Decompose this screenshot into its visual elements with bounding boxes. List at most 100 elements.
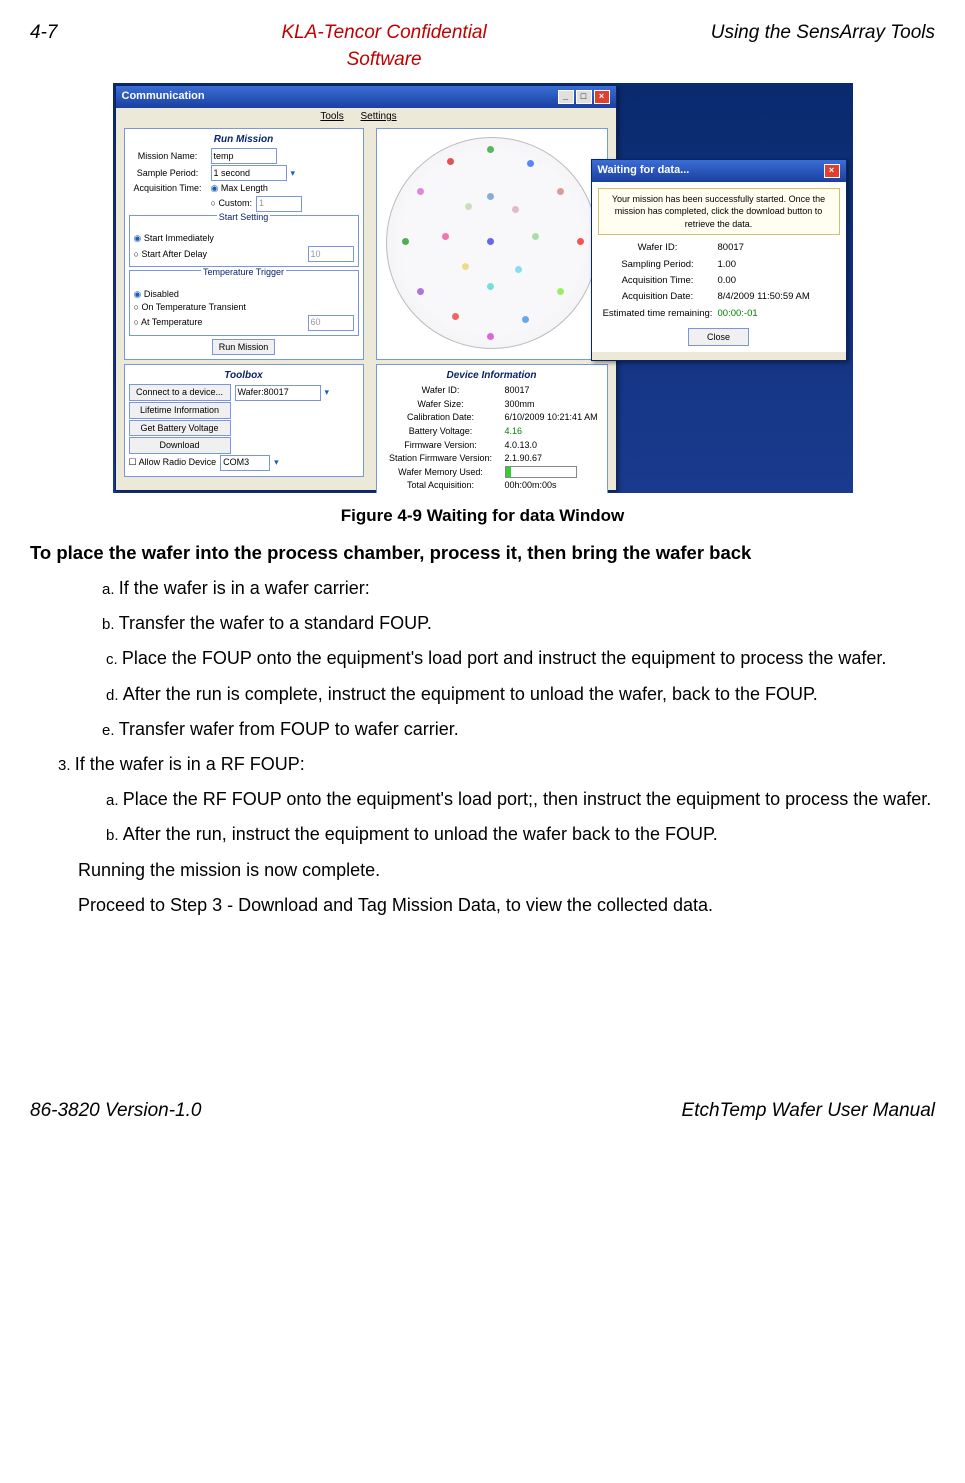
step-d: d. After the run is complete, instruct t… [130, 682, 935, 707]
section-heading: To place the wafer into the process cham… [30, 540, 935, 566]
total-acq-lbl: Total Acquisition: [381, 479, 501, 492]
toolbox-header: Toolbox [129, 369, 359, 383]
dlg-samp-period-lbl: Sampling Period: [598, 258, 718, 271]
sensor-dot [417, 188, 424, 195]
wafer-select[interactable]: Wafer:80017 [235, 385, 321, 401]
close-icon[interactable]: × [594, 90, 610, 104]
disabled-radio[interactable]: Disabled [134, 288, 179, 301]
step-a: a. If the wafer is in a wafer carrier: [102, 576, 935, 601]
comm-titlebar[interactable]: Communication _ □ × [116, 86, 616, 107]
page-header: 4-7 KLA-Tencor Confidential Software Usi… [30, 20, 935, 73]
comm-title: Communication [122, 89, 205, 104]
start-setting-title: Start Setting [217, 212, 271, 222]
close-icon[interactable]: × [824, 164, 840, 178]
page-footer: 86-3820 Version-1.0 EtchTemp Wafer User … [30, 1098, 935, 1125]
step-done: Running the mission is now complete. [78, 858, 935, 883]
chevron-down-icon[interactable]: ▾ [274, 456, 279, 469]
start-setting-group: Start Setting Start Immediately Start Af… [129, 215, 359, 267]
download-button[interactable]: Download [129, 437, 231, 454]
sensor-dot [462, 263, 469, 270]
max-length-radio[interactable]: Max Length [211, 182, 268, 195]
run-mission-button[interactable]: Run Mission [212, 339, 276, 356]
step-e: e. Transfer wafer from FOUP to wafer car… [102, 717, 935, 742]
sample-period-select[interactable]: 1 second [211, 165, 287, 181]
temp-trigger-title: Temperature Trigger [201, 267, 286, 277]
sensor-dot [487, 283, 494, 290]
chevron-down-icon[interactable]: ▾ [291, 167, 296, 180]
mission-name-input[interactable]: temp [211, 148, 277, 164]
dlg-acq-date-val: 8/4/2009 11:50:59 AM [718, 290, 810, 303]
header-right: Using the SensArray Tools [711, 20, 935, 73]
sensor-dot [402, 238, 409, 245]
wafer-size-lbl: Wafer Size: [381, 398, 501, 411]
sample-period-lbl: Sample Period: [129, 167, 207, 180]
custom-radio[interactable]: Custom: [211, 197, 252, 210]
wafer-view-panel [376, 128, 608, 360]
menu-settings[interactable]: Settings [361, 111, 397, 122]
at-temp-radio[interactable]: At Temperature [134, 316, 203, 329]
figure-caption: Figure 4-9 Waiting for data Window [30, 504, 935, 528]
acq-time-lbl: Acquisition Time: [129, 182, 207, 195]
footer-right: EtchTemp Wafer User Manual [682, 1098, 935, 1125]
step-3b: b. After the run, instruct the equipment… [130, 822, 935, 847]
chevron-down-icon[interactable]: ▾ [325, 386, 330, 399]
toolbox-panel: Toolbox Connect to a device...Wafer:8001… [124, 364, 364, 476]
device-info-header: Device Information [381, 369, 603, 383]
sensor-dot [557, 288, 564, 295]
dlg-acq-date-lbl: Acquisition Date: [598, 290, 718, 303]
battery-button[interactable]: Get Battery Voltage [129, 420, 231, 437]
minimize-icon[interactable]: _ [558, 90, 574, 104]
fw-ver-lbl: Firmware Version: [381, 439, 501, 452]
dialog-titlebar[interactable]: Waiting for data... × [592, 160, 846, 181]
step-c: c. Place the FOUP onto the equipment's l… [130, 646, 935, 671]
allow-radio-checkbox[interactable]: Allow Radio Device [129, 456, 217, 469]
confidential-line1: KLA-Tencor Confidential [281, 22, 486, 43]
at-temp-val[interactable]: 60 [308, 315, 354, 331]
delay-val[interactable]: 10 [308, 246, 354, 262]
mission-name-lbl: Mission Name: [129, 150, 207, 163]
step-b: b. Transfer the wafer to a standard FOUP… [102, 611, 935, 636]
com-select[interactable]: COM3 [220, 455, 270, 471]
maximize-icon[interactable]: □ [576, 90, 592, 104]
communication-window: Communication _ □ × Tools Settings Run M… [115, 85, 617, 491]
wafer-id-val: 80017 [505, 384, 530, 397]
connect-button[interactable]: Connect to a device... [129, 384, 231, 401]
dlg-est-remain-lbl: Estimated time remaining: [598, 307, 718, 320]
st-fw-ver-lbl: Station Firmware Version: [381, 452, 501, 465]
wafer-size-val: 300mm [505, 398, 535, 411]
cal-date-lbl: Calibration Date: [381, 411, 501, 424]
custom-val[interactable]: 1 [256, 196, 302, 212]
start-immediately-radio[interactable]: Start Immediately [134, 232, 214, 245]
sensor-dot [465, 203, 472, 210]
sensor-dot [532, 233, 539, 240]
sensor-dot [417, 288, 424, 295]
start-after-delay-radio[interactable]: Start After Delay [134, 248, 207, 261]
lifetime-button[interactable]: Lifetime Information [129, 402, 231, 419]
close-button[interactable]: Close [688, 328, 749, 347]
step-proceed: Proceed to Step 3 - Download and Tag Mis… [78, 893, 935, 918]
dialog-title: Waiting for data... [598, 163, 690, 178]
mem-used-bar [505, 466, 577, 478]
wafer-map [386, 137, 598, 349]
st-fw-ver-val: 2.1.90.67 [505, 452, 543, 465]
sensor-dot [447, 158, 454, 165]
menubar: Tools Settings [116, 108, 616, 126]
dlg-wafer-id-val: 80017 [718, 241, 744, 254]
device-info-panel: Device Information Wafer ID:80017 Wafer … [376, 364, 608, 493]
dlg-est-remain-val: 00:00:-01 [718, 307, 758, 320]
batt-v-val: 4.16 [505, 425, 523, 438]
run-mission-panel: Run Mission Mission Name: temp Sample Per… [124, 128, 364, 360]
sensor-dot [557, 188, 564, 195]
page-number: 4-7 [30, 20, 57, 73]
sensor-dot [577, 238, 584, 245]
dlg-wafer-id-lbl: Wafer ID: [598, 241, 718, 254]
transient-radio[interactable]: On Temperature Transient [134, 301, 246, 314]
dlg-acq-time-lbl: Acquisition Time: [598, 274, 718, 287]
sensor-dot [515, 266, 522, 273]
cal-date-val: 6/10/2009 10:21:41 AM [505, 411, 598, 424]
footer-left: 86-3820 Version-1.0 [30, 1098, 201, 1125]
menu-tools[interactable]: Tools [320, 111, 343, 122]
confidential-line2: Software [281, 47, 486, 74]
step-3: 3. If the wafer is in a RF FOUP: [78, 752, 935, 777]
mem-used-lbl: Wafer Memory Used: [381, 466, 501, 479]
